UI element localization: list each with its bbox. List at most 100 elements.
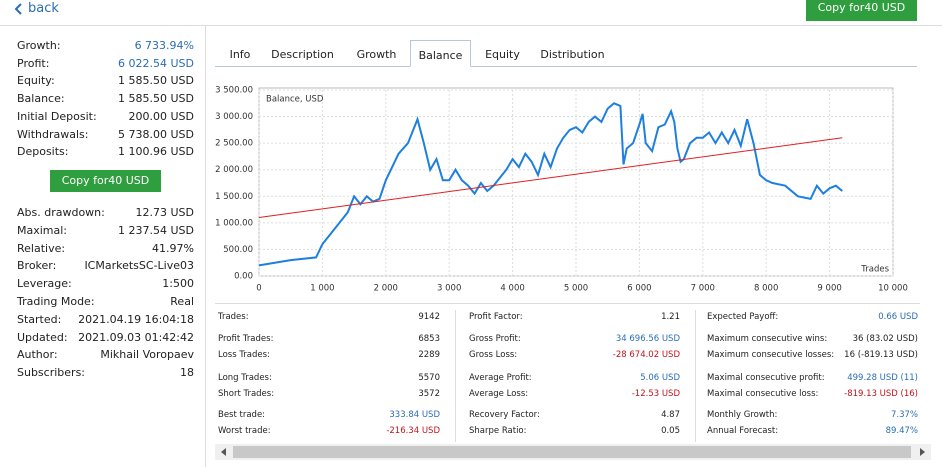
series-line (258, 102, 843, 267)
x-axis-label: Trades (860, 265, 889, 275)
stat-label: Recovery Factor: (469, 410, 540, 420)
scroll-thumb[interactable] (233, 446, 911, 458)
y-tick-label: 1 500.00 (215, 192, 253, 202)
tab[interactable]: Growth (356, 48, 397, 61)
stat-value: 1.21 (661, 312, 680, 322)
stat-label: Deposits: (17, 145, 69, 159)
stat-label: Maximum consecutive losses: (707, 350, 835, 360)
stat-value: 200.00 USD (128, 109, 195, 123)
stat-value: 1 585.50 USD (118, 92, 194, 106)
stat-value: 7.37% (890, 410, 918, 420)
stat-value: 5.06 USD (640, 373, 680, 383)
stat-value: 6 022.54 USD (118, 56, 194, 70)
stat-label: Sharpe Ratio: (469, 426, 527, 436)
stat-value: 1:500 (162, 277, 194, 291)
stat-value: -216.34 USD (386, 426, 440, 436)
stat-value: 34 696.56 USD (615, 334, 680, 344)
series-line (258, 137, 843, 218)
stat-value: 6853 (418, 334, 440, 344)
copy-button[interactable]: Copy for40 USD (50, 170, 161, 192)
stat-label: Trading Mode: (17, 295, 95, 308)
back-link[interactable]: back (28, 1, 59, 16)
stat-label: Annual Forecast: (707, 426, 779, 436)
scroll-left[interactable] (219, 447, 229, 457)
x-tick-label: 1 000 (310, 284, 334, 294)
stat-label: Short Trades: (218, 389, 275, 399)
stat-label: Equity: (17, 74, 55, 88)
x-tick-label: 0 (256, 284, 261, 294)
stat-label: Gross Loss: (469, 350, 518, 360)
stat-value: 1 100.96 USD (118, 145, 194, 159)
tab[interactable]: Description (271, 48, 334, 61)
stat-value: Real (170, 295, 194, 308)
stat-value: ICMarketsSC-Live03 (84, 259, 194, 273)
x-tick-label: 3 000 (437, 284, 461, 294)
y-tick-label: 3 000.00 (215, 112, 253, 122)
tab[interactable]: Distribution (540, 48, 605, 61)
stat-value: -12.53 USD (631, 389, 680, 399)
stat-label: Broker: (17, 259, 57, 273)
scrollbar[interactable] (215, 444, 931, 460)
stat-value: 18 (180, 366, 194, 380)
stat-value: -819.13 USD (16) (844, 389, 918, 399)
stat-label: Average Loss: (469, 389, 529, 399)
top-rule (0, 25, 942, 26)
y-tick-label: 2 500.00 (215, 139, 253, 149)
stat-value: 4.87 (661, 410, 680, 420)
back-icon (14, 3, 22, 15)
x-tick-label: 6 000 (627, 284, 651, 294)
stat-value: 5570 (418, 373, 440, 383)
y-tick-label: 2 000.00 (215, 165, 253, 175)
copy-button[interactable]: Copy for40 USD (806, 0, 917, 21)
tab[interactable]: Info (229, 48, 251, 61)
scroll-right[interactable] (917, 447, 927, 457)
stat-value: 41.97% (152, 241, 194, 255)
stat-label: Updated: (17, 330, 68, 344)
tab[interactable]: Equity (485, 48, 520, 61)
stat-value: 0.66 USD (878, 312, 918, 322)
stat-value: 1 585.50 USD (118, 74, 194, 88)
left-divider (205, 26, 206, 467)
stat-label: Profit: (17, 56, 50, 70)
stat-label: Profit Trades: (218, 334, 274, 344)
stat-label: Abs. drawdown: (17, 206, 105, 219)
stat-value: 6 733.94% (134, 39, 194, 52)
stat-value: 2021.09.03 01:42:42 (78, 330, 194, 344)
x-tick-label: 10 000 (878, 284, 908, 294)
stat-value: 333.84 USD (389, 410, 440, 420)
stat-label: Maximal consecutive profit: (707, 373, 825, 383)
stat-value: 2289 (418, 350, 440, 360)
stat-value: 9142 (418, 312, 440, 322)
stat-label: Maximal consecutive loss: (707, 389, 819, 399)
stat-value: Mikhail Voropaev (100, 348, 194, 362)
y-tick-label: 500.00 (223, 245, 253, 255)
stat-label: Maximal: (17, 223, 68, 237)
stat-value: 2021.04.19 16:04:18 (78, 312, 194, 326)
y-tick-label: 0.00 (234, 272, 253, 282)
chart: 0.00 500.00 1 000.00 1 500.00 2 000.00 2 500.… (215, 86, 908, 294)
stat-label: Best trade: (218, 410, 266, 420)
stat-value: 3572 (418, 389, 440, 399)
x-tick-label: 7 000 (691, 284, 715, 294)
stat-label: Profit Factor: (469, 312, 523, 322)
stat-value: 12.73 USD (135, 206, 195, 219)
stats-divider (695, 310, 696, 442)
x-tick-label: 8 000 (754, 284, 778, 294)
y-tick-label: 3 500.00 (215, 86, 253, 96)
stat-value: 5 738.00 USD (118, 127, 194, 141)
stat-label: Maximum consecutive wins: (707, 334, 828, 344)
x-tick-label: 5 000 (564, 284, 588, 294)
stat-label: Worst trade: (218, 426, 271, 436)
stat-value: 89.47% (885, 426, 918, 436)
stat-label: Gross Profit: (469, 334, 521, 344)
stat-label: Initial Deposit: (17, 109, 97, 123)
stat-label: Author: (17, 348, 58, 362)
stat-label: Expected Payoff: (707, 312, 779, 322)
tab[interactable]: Balance (410, 40, 471, 67)
tabs-rule (215, 66, 917, 67)
stat-label: Relative: (17, 241, 66, 255)
stat-label: Subscribers: (17, 366, 86, 380)
stat-label: Leverage: (17, 277, 72, 291)
stat-label: Average Profit: (469, 373, 532, 383)
